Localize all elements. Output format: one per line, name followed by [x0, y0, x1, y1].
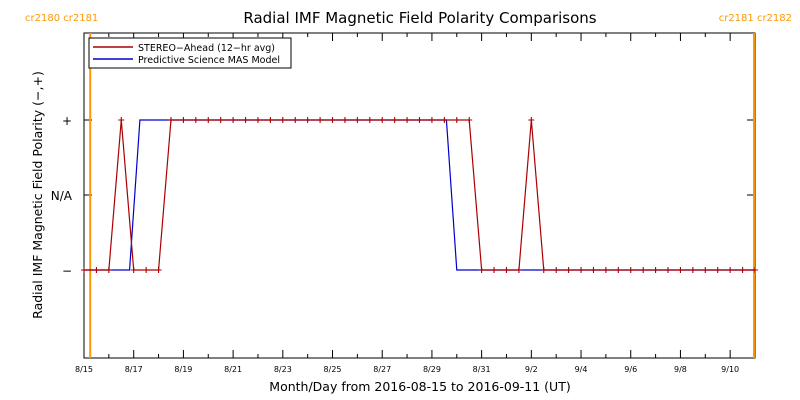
- data-point: [540, 267, 547, 273]
- data-point: [565, 267, 572, 273]
- data-point: [503, 267, 510, 273]
- data-point: [130, 267, 137, 273]
- data-point: [341, 117, 348, 123]
- carrington-label: cr2181 cr2182: [719, 13, 792, 24]
- data-point: [478, 267, 485, 273]
- data-point: [677, 267, 684, 273]
- data-point: [81, 267, 87, 273]
- data-point: [428, 117, 435, 123]
- x-tick-label: 9/6: [624, 365, 637, 374]
- data-point: [391, 117, 398, 123]
- x-tick-label: 9/2: [525, 365, 538, 374]
- data-point: [192, 117, 199, 123]
- data-point: [93, 267, 100, 273]
- data-point: [292, 117, 299, 123]
- x-tick-label: 8/25: [324, 365, 342, 374]
- x-tick-label: 9/4: [575, 365, 588, 374]
- carrington-markers: cr2180 cr2181 cr2181 cr2182: [25, 13, 792, 358]
- data-point: [143, 267, 150, 273]
- data-point: [528, 117, 535, 123]
- data-point: [441, 117, 448, 123]
- data-point: [230, 117, 237, 123]
- data-point: [267, 117, 274, 123]
- x-tick-label: 8/27: [373, 365, 391, 374]
- data-point: [404, 117, 411, 123]
- x-tick-label: 8/17: [125, 365, 143, 374]
- data-point: [615, 267, 622, 273]
- data-point: [702, 267, 709, 273]
- x-axis: 8/15 8/17 8/19 8/21 8/23 8/25 8/27 8/29 8/31 9/2 9…: [75, 33, 756, 374]
- data-point: [155, 267, 162, 273]
- data-point: [714, 267, 721, 273]
- data-point: [304, 117, 311, 123]
- series-layer: [81, 117, 758, 273]
- x-tick-label: 8/31: [473, 365, 491, 374]
- data-point: [279, 117, 286, 123]
- data-point: [590, 267, 597, 273]
- data-point: [466, 117, 473, 123]
- data-point: [379, 117, 386, 123]
- legend-label: Predictive Science MAS Model: [138, 55, 280, 66]
- x-tick-label: 8/23: [274, 365, 292, 374]
- data-point: [180, 117, 187, 123]
- x-tick-label: 8/19: [174, 365, 192, 374]
- data-point: [118, 117, 125, 123]
- data-point: [329, 117, 336, 123]
- data-point: [578, 267, 585, 273]
- data-point: [354, 117, 361, 123]
- y-tick-label: +: [62, 114, 72, 128]
- y-axis-label: Radial IMF Magnetic Field Polarity (−,+): [30, 71, 45, 319]
- data-point: [453, 117, 460, 123]
- chart-title: Radial IMF Magnetic Field Polarity Compa…: [243, 9, 596, 27]
- data-point: [640, 267, 647, 273]
- data-point: [689, 267, 696, 273]
- data-point: [515, 267, 522, 273]
- x-tick-label: 8/15: [75, 365, 93, 374]
- data-point: [317, 117, 324, 123]
- data-point: [242, 117, 249, 123]
- data-point: [752, 267, 758, 273]
- data-point: [602, 267, 609, 273]
- y-tick-label: N/A: [51, 189, 73, 203]
- x-tick-label: 8/29: [423, 365, 441, 374]
- legend-box: [88, 37, 292, 69]
- data-point: [205, 117, 212, 123]
- y-tick-label: −: [62, 264, 72, 278]
- data-point: [105, 267, 112, 273]
- x-axis-label: Month/Day from 2016-08-15 to 2016-09-11 …: [269, 379, 570, 394]
- data-point: [217, 117, 224, 123]
- legend: STEREO−Ahead (12−hr avg)Predictive Scien…: [88, 37, 292, 69]
- data-point: [416, 117, 423, 123]
- data-point: [739, 267, 746, 273]
- x-tick-label: 8/21: [224, 365, 242, 374]
- data-point: [167, 117, 174, 123]
- carrington-label: cr2180 cr2181: [25, 13, 98, 24]
- data-point: [553, 267, 560, 273]
- x-tick-label: 9/8: [674, 365, 687, 374]
- legend-label: STEREO−Ahead (12−hr avg): [138, 43, 275, 54]
- data-point: [727, 267, 734, 273]
- data-point: [491, 267, 498, 273]
- data-point: [665, 267, 672, 273]
- data-point: [366, 117, 373, 123]
- data-point: [254, 117, 261, 123]
- data-point: [627, 267, 634, 273]
- data-point: [652, 267, 659, 273]
- x-tick-label: 9/10: [721, 365, 739, 374]
